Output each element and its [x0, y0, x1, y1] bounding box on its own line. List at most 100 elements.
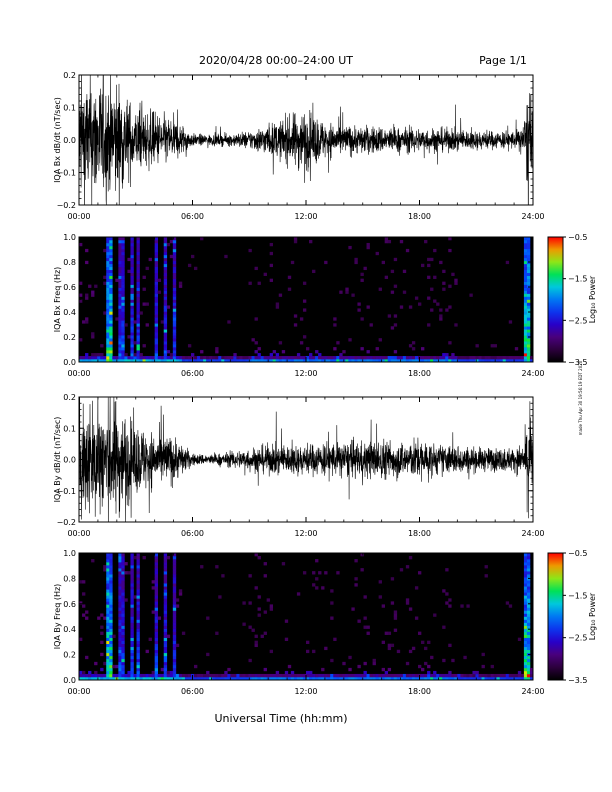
spectrogram-cell	[526, 592, 531, 596]
spectrogram-cell	[136, 631, 140, 635]
spectrogram-cell	[451, 272, 455, 276]
x-tick-label: 06:00	[181, 212, 204, 221]
spectrogram-cell	[526, 323, 531, 327]
spectrogram-cell	[151, 610, 155, 614]
spectrogram-cell	[121, 631, 125, 635]
spectrogram-cell	[121, 610, 125, 614]
spectrogram-cell	[118, 359, 122, 363]
spectrogram-cell	[163, 305, 168, 309]
spectrogram-cell	[357, 359, 361, 363]
spectrogram-cell	[136, 338, 140, 342]
spectrogram-cell	[172, 592, 177, 596]
spectrogram-cell	[290, 673, 295, 678]
spectrogram-cell	[169, 359, 174, 363]
spectrogram-cell	[523, 610, 528, 614]
spectrogram-cell	[163, 287, 168, 291]
spectrogram-cell	[100, 344, 104, 348]
spectrogram-cell	[121, 604, 125, 608]
spectrogram-cell	[181, 673, 186, 678]
spectrogram-cell	[136, 634, 140, 638]
spectrogram-cell	[354, 356, 358, 360]
spectrogram-cell	[154, 266, 158, 271]
spectrogram-cell	[163, 314, 168, 318]
spectrogram-cell	[106, 574, 110, 578]
spectrogram-cell	[523, 254, 528, 259]
spectrogram-cell	[194, 266, 198, 271]
spectrogram-cell	[508, 320, 513, 324]
spectrogram-cell	[172, 649, 177, 654]
spectrogram-cell	[163, 353, 168, 357]
spectrogram-cell	[154, 260, 158, 265]
spectrogram-cell	[130, 589, 134, 593]
spectrogram-cell	[163, 272, 168, 276]
spectrogram-cell	[445, 308, 449, 312]
spectrogram-cell	[118, 302, 122, 306]
spectrogram-cell	[333, 676, 337, 681]
spectrogram-cell	[408, 607, 413, 611]
spectrogram-cell	[136, 293, 140, 297]
spectrogram-cell	[184, 359, 189, 363]
spectrogram-cell	[109, 673, 113, 678]
spectrogram-cell	[517, 676, 522, 681]
spectrogram-cell	[106, 559, 110, 563]
spectrogram-cell	[523, 299, 528, 303]
spectrogram-cell	[523, 305, 528, 309]
spectrogram-cell	[154, 338, 158, 342]
spectrogram-cell	[106, 347, 110, 351]
y-tick-label: −0.1	[57, 169, 76, 178]
spectrogram-cell	[121, 592, 125, 596]
spectrogram-cell	[393, 257, 398, 262]
spectrogram-cell	[318, 673, 322, 678]
spectrogram-cell	[269, 359, 274, 363]
spectrogram-cell	[79, 670, 83, 675]
spectrogram-cell	[230, 356, 234, 360]
spectrogram-cell	[463, 359, 467, 363]
spectrogram-cell	[118, 317, 122, 321]
spectrogram-cell	[172, 356, 177, 360]
spectrogram-cell	[106, 329, 110, 333]
spectrogram-cell	[484, 356, 488, 360]
spectrogram-cell	[163, 658, 168, 663]
spectrogram-cell	[336, 673, 340, 678]
spectrogram-cell	[118, 568, 122, 572]
spectrogram-cell	[121, 359, 125, 363]
spectrogram-cell	[136, 559, 140, 563]
spectrogram-cell	[315, 350, 319, 354]
spectrogram-cell	[526, 664, 531, 669]
spectrogram-cell	[381, 676, 385, 681]
spectrogram-cell	[154, 278, 158, 282]
spectrogram-cell	[79, 356, 83, 360]
spectrogram-cell	[523, 595, 528, 599]
spectrogram-cell	[526, 556, 531, 560]
spectrogram-cell	[523, 589, 528, 593]
dbdt-trace	[79, 75, 533, 205]
spectrogram-cell	[414, 356, 419, 360]
spectrogram-cell	[357, 356, 361, 360]
spectrogram-cell	[154, 673, 158, 678]
spectrogram-cell	[526, 643, 531, 648]
spectrogram-cell	[103, 673, 107, 678]
spectrogram-cell	[405, 661, 410, 666]
spectrogram-cell	[299, 673, 304, 678]
spectrogram-cell	[118, 613, 122, 617]
spectrogram-cell	[526, 583, 531, 587]
spectrogram-cell	[85, 296, 89, 300]
spectrogram-cell	[106, 640, 110, 645]
spectrogram-by-spec	[79, 553, 534, 681]
spectrogram-cell	[287, 359, 292, 363]
x-tick-label: 06:00	[181, 687, 204, 696]
spectrogram-cell	[445, 673, 449, 678]
spectrogram-cell	[466, 676, 470, 681]
spectrogram-cell	[254, 356, 258, 360]
spectrogram-cell	[339, 290, 343, 294]
spectrogram-cell	[215, 673, 219, 678]
spectrogram-cell	[118, 278, 122, 282]
spectrogram-cell	[433, 356, 437, 360]
spectrogram-cell	[103, 661, 107, 666]
spectrogram-cell	[357, 302, 361, 306]
spectrogram-cell	[154, 308, 158, 312]
spectrogram-cell	[163, 568, 168, 572]
spectrogram-cell	[136, 637, 140, 641]
spectrogram-cell	[369, 359, 373, 363]
spectrogram-cell	[523, 613, 528, 617]
